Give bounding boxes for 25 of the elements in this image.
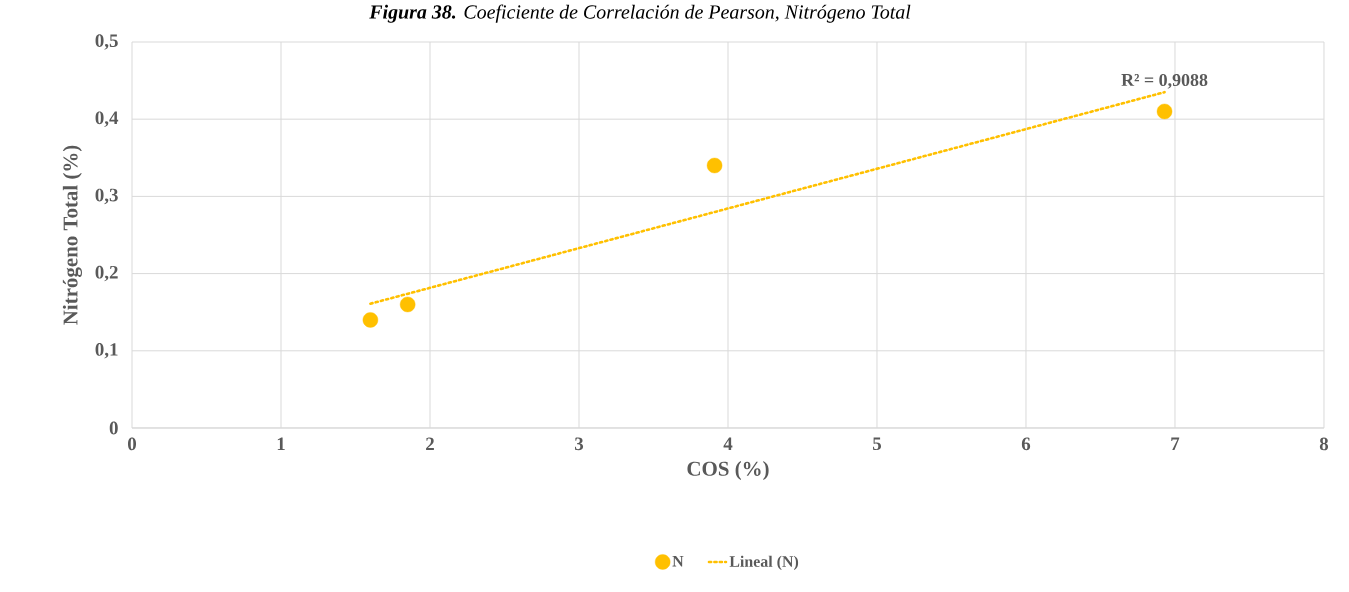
point <box>362 312 379 328</box>
legend-label: Lineal (N) <box>729 555 799 571</box>
point <box>1156 103 1173 120</box>
x-tick-label: 1 <box>277 437 285 450</box>
y-tick-label: 0,2 <box>95 265 118 282</box>
x-tick-label: 8 <box>1319 437 1329 451</box>
y-tick-label: 0 <box>109 421 118 435</box>
annotation: R² = 0,9088 <box>1121 73 1208 89</box>
y-tick-label: 0,5 <box>95 34 118 50</box>
x-tick-label: 0 <box>128 437 137 451</box>
x-tick-label: 2 <box>426 437 434 451</box>
y-tick-label: 0,3 <box>95 188 118 205</box>
chart-title: Figura 38. Coeficiente de Correlación de Pearson, Nitrógeno Total <box>369 4 911 23</box>
y-axis-title: Nitrógeno Total (%) <box>62 145 82 325</box>
x-axis-title: COS (%) <box>687 461 769 481</box>
x-tick-label: 6 <box>1021 437 1031 451</box>
y-tick-label: 0,4 <box>95 111 119 127</box>
x-tick-label: 4 <box>723 437 733 450</box>
point <box>706 157 723 174</box>
x-tick-label: 3 <box>574 437 584 451</box>
legend-label: N <box>672 555 684 567</box>
point <box>399 296 416 313</box>
x-tick-label: 7 <box>1171 437 1180 450</box>
x-tick-label: 5 <box>873 437 882 451</box>
y-tick-label: 0,1 <box>95 343 118 359</box>
